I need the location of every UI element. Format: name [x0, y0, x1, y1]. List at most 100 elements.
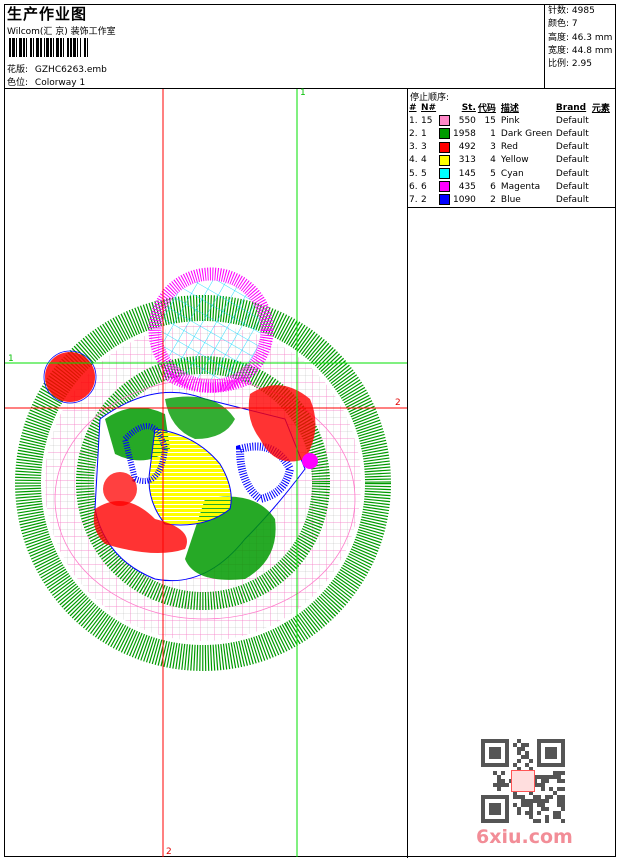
column-header: 元素 — [591, 104, 610, 115]
color-description: Magenta — [500, 181, 541, 192]
color-swatch — [439, 168, 450, 180]
company-name: Wilcom(汇 京) 装饰工作室 — [7, 27, 116, 37]
divider — [4, 88, 616, 89]
color-code: 1 — [490, 128, 496, 139]
magenta-ring — [148, 267, 274, 393]
color-swatch — [439, 115, 450, 127]
magenta-dot — [302, 453, 318, 469]
page-title: 生产作业图 — [7, 5, 88, 23]
color-description: Blue — [500, 194, 521, 205]
yellow-shape — [148, 428, 232, 526]
stat-scale: 比例: 2.95 — [548, 59, 592, 70]
red-shape — [248, 385, 316, 462]
row-index: 3. — [409, 142, 418, 153]
stat-height: 高度: 46.3 mm — [548, 32, 613, 43]
colorway-label: 色位: — [7, 78, 29, 88]
thread-brand: Default — [555, 128, 589, 139]
watermark: 6xiu.com — [476, 826, 573, 848]
guide-label-red: 2 — [395, 398, 401, 408]
column-header: St. — [461, 102, 476, 113]
needle-number: 5 — [421, 168, 427, 179]
thread-brand: Default — [555, 115, 589, 126]
color-code: 6 — [490, 181, 496, 192]
needle-number: 6 — [421, 181, 427, 192]
design-file-value: GZHC6263.emb — [34, 65, 107, 75]
stat-width: 宽度: 44.8 mm — [548, 45, 613, 56]
thread-brand: Default — [555, 181, 589, 192]
row-index: 5. — [409, 168, 418, 179]
color-row: 5. 5 145 5 Cyan Default — [409, 167, 610, 180]
stop-sequence-label: 停止顺序: — [410, 93, 450, 103]
row-index: 1. — [409, 115, 418, 126]
stitch-count: 435 — [458, 181, 476, 192]
needle-number: 4 — [421, 155, 427, 166]
design-file-label: 花版: — [7, 65, 29, 75]
thread-brand: Default — [555, 194, 589, 205]
colorway-value: Colorway 1 — [34, 78, 86, 88]
stitch-count: 1958 — [453, 128, 476, 139]
design-file-field: 花版: GZHC6263.emb — [7, 62, 107, 75]
row-index: 4. — [409, 155, 418, 166]
needle-number: 3 — [421, 142, 427, 153]
color-swatch — [439, 141, 450, 153]
thread-brand: Default — [555, 168, 589, 179]
stitch-count: 145 — [458, 168, 476, 179]
color-code: 3 — [490, 142, 496, 153]
color-row: 7. 2 1090 2 Blue Default — [409, 193, 610, 206]
sheet-frame — [4, 4, 616, 857]
needle-number: 2 — [421, 194, 427, 205]
color-row: 4. 4 313 4 Yellow Default — [409, 154, 610, 167]
color-swatch — [439, 181, 450, 193]
thread-brand: Default — [555, 142, 589, 153]
colorway-field: 色位: Colorway 1 — [7, 75, 85, 88]
red-circle — [45, 352, 95, 402]
design-stats: 针数: 4985 颜色: 7 高度: 46.3 mm 宽度: 44.8 mm 比… — [548, 5, 612, 71]
guide-label-red: 2 — [166, 847, 172, 857]
needle-number: 15 — [421, 115, 433, 126]
stitch-count: 1090 — [453, 194, 476, 205]
guide-label-green: 1 — [8, 354, 14, 364]
column-header: # — [409, 102, 417, 113]
barcode — [9, 38, 151, 57]
color-code: 5 — [490, 168, 496, 179]
column-header: Brand — [555, 102, 587, 113]
color-description: Pink — [500, 115, 520, 126]
color-description: Yellow — [500, 155, 529, 166]
divider — [544, 4, 545, 88]
color-swatch — [439, 154, 450, 166]
row-index: 7. — [409, 194, 418, 205]
green-leaf — [165, 396, 235, 439]
divider — [408, 207, 616, 208]
color-sequence-table: # N# St. 代码 描述 Brand 元素 1. 15 550 15 Pink Def… — [409, 101, 610, 207]
column-header: 代码 — [477, 104, 496, 115]
cyan-circle — [161, 280, 261, 380]
color-code: 2 — [490, 194, 496, 205]
stamp-seal — [511, 770, 535, 792]
thread-brand: Default — [555, 155, 589, 166]
stitch-count: 550 — [458, 115, 476, 126]
red-shape — [93, 501, 187, 553]
color-row: 6. 6 435 6 Magenta Default — [409, 180, 610, 193]
color-row: 3. 3 492 3 Red Default — [409, 141, 610, 154]
needle-number: 1 — [421, 128, 427, 139]
stat-colors: 颜色: 7 — [548, 19, 578, 30]
color-description: Dark Green — [500, 128, 553, 139]
color-swatch — [439, 128, 450, 140]
row-index: 2. — [409, 128, 418, 139]
inner-green-ring — [76, 356, 330, 610]
red-circle-outline — [43, 350, 97, 404]
color-code: 4 — [490, 155, 496, 166]
color-row: 1. 15 550 15 Pink Default — [409, 114, 610, 127]
stitch-count: 313 — [458, 155, 476, 166]
embroidery-design-canvas — [5, 89, 407, 857]
row-index: 6. — [409, 181, 418, 192]
color-row: 2. 1 1958 1 Dark Green Default — [409, 127, 610, 140]
column-header: N# — [421, 102, 437, 113]
guide-label-green: 1 — [300, 88, 306, 98]
column-header: 描述 — [500, 104, 519, 115]
stitch-count: 492 — [458, 142, 476, 153]
divider — [407, 88, 408, 858]
color-code: 15 — [484, 115, 496, 126]
stat-stitches: 针数: 4985 — [548, 6, 595, 16]
color-description: Red — [500, 142, 519, 153]
